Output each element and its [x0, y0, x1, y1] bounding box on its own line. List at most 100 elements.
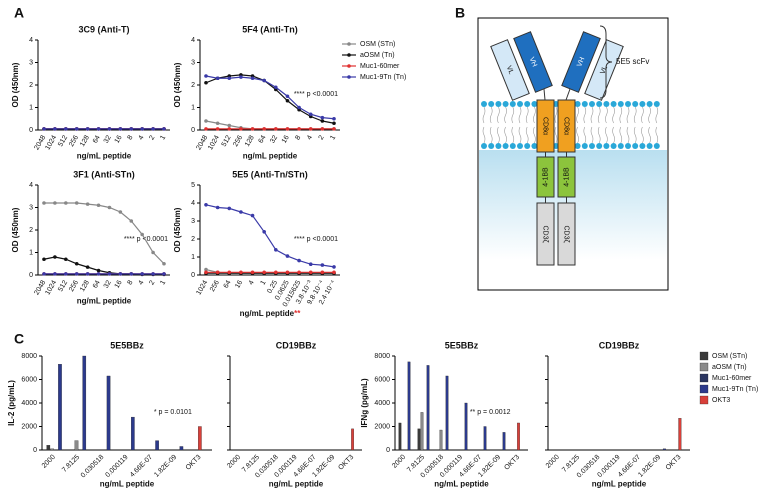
x-axis-label: ng/mL peptide: [100, 479, 155, 488]
x-tick-label: 32: [103, 134, 113, 144]
lipid-head: [632, 143, 639, 149]
legend-swatch: [699, 384, 709, 394]
lipid-head: [509, 101, 516, 107]
x-axis-label: ng/mL peptide: [592, 479, 647, 488]
data-point: [53, 272, 57, 276]
x-tick-label: 0.000119: [104, 454, 129, 479]
y-tick-label: 6000: [21, 376, 37, 383]
x-tick-label: 1.82E-09: [153, 454, 178, 479]
panel-label: A: [14, 5, 24, 21]
data-point: [64, 127, 68, 131]
data-point: [227, 76, 232, 81]
x-tick-label: OKT3: [337, 454, 355, 472]
legend-label: Muc1-9Tn (Tn): [712, 386, 758, 393]
data-point: [151, 272, 155, 276]
x-tick-label: 8: [127, 279, 135, 286]
bar: [678, 418, 682, 451]
lipid-head: [502, 101, 509, 107]
x-tick-label: 256: [209, 279, 221, 293]
data-point: [227, 123, 232, 128]
x-axis-label-mark: **: [294, 309, 301, 318]
lipid-head: [574, 101, 581, 107]
x-tick-label: OKT3: [665, 454, 683, 472]
data-point: [227, 270, 232, 275]
data-point: [332, 121, 336, 126]
data-point: [96, 272, 101, 276]
lipid-head: [481, 143, 487, 149]
y-tick-label: 4000: [374, 400, 390, 407]
x-axis-label-text: ng/mL peptide: [77, 152, 132, 161]
x-tick-label: 4: [137, 279, 145, 286]
x-tick-label: OKT3: [185, 454, 203, 472]
data-point: [320, 270, 325, 275]
data-point: [320, 263, 325, 267]
x-tick-label: 128: [244, 134, 256, 148]
y-axis-label: IL-2 (pg/mL): [7, 380, 16, 426]
data-point: [64, 257, 68, 262]
data-point: [239, 75, 243, 79]
x-axis-label-text: ng/mL peptide: [243, 152, 298, 161]
y-tick-label: 0: [386, 447, 390, 454]
vh-label: VH: [576, 56, 586, 68]
lipid-tail: [554, 106, 558, 144]
x-tick-label: 512: [221, 134, 233, 148]
hinge: [565, 88, 571, 101]
chart-title: 5F4 (Anti-Tn): [242, 24, 298, 34]
lipid-head: [524, 143, 531, 149]
data-point: [297, 270, 301, 275]
data-point: [140, 232, 144, 237]
x-tick-label: 2000: [41, 454, 57, 470]
y-axis-label: IFNg (pg/mL): [360, 378, 369, 428]
legend-swatch: [699, 351, 709, 361]
lipid-tail: [612, 106, 615, 144]
bar: [351, 428, 354, 451]
lipid-head: [632, 101, 639, 107]
bar: [445, 375, 449, 451]
data-point: [42, 272, 46, 276]
data-point: [85, 202, 90, 206]
data-point: [250, 127, 255, 131]
data-point: [285, 270, 290, 275]
data-point: [308, 112, 313, 117]
bar: [82, 355, 87, 451]
legend-label: OSM (STn): [360, 41, 395, 48]
y-tick-label: 3: [29, 59, 33, 66]
lipid-head: [502, 143, 509, 149]
scfv-label: 5E5 scFv: [616, 57, 649, 66]
lipid-head: [495, 143, 502, 149]
x-tick-label: 64: [92, 279, 102, 289]
y-axis-label: OD (450nm): [173, 207, 182, 252]
data-point: [285, 98, 290, 103]
data-point: [332, 270, 336, 275]
x-tick-label: 4: [248, 279, 256, 286]
bar: [74, 440, 79, 451]
data-point: [274, 127, 278, 131]
data-point: [262, 230, 266, 234]
y-tick-label: 1: [29, 249, 33, 256]
bar: [407, 361, 411, 451]
lipid-tail: [576, 106, 579, 144]
legend-swatch: [699, 395, 709, 405]
data-point: [262, 127, 266, 131]
data-point: [297, 127, 301, 131]
legend-marker: [347, 75, 351, 79]
panel-label: C: [14, 331, 24, 347]
data-point: [204, 80, 208, 85]
lipid-tail: [504, 106, 507, 144]
x-axis-label-text: ng/mL peptide: [77, 297, 132, 306]
lipid-head: [581, 143, 588, 149]
x-tick-label: 512: [57, 279, 69, 293]
bar: [426, 365, 430, 451]
vl-label: VL: [599, 65, 609, 76]
x-axis-label-text: ng/mL peptide: [434, 479, 489, 488]
hinge: [543, 88, 546, 101]
data-point: [42, 257, 46, 262]
lipid-head: [646, 101, 653, 107]
annotation: * p = 0.0101: [154, 409, 192, 416]
x-tick-label: 64: [258, 134, 268, 144]
lipid-head: [488, 143, 495, 149]
lipid-tail: [511, 106, 515, 144]
data-point: [107, 205, 112, 210]
x-tick-label: 4.66E-07: [129, 454, 154, 479]
legend-swatch: [699, 373, 709, 383]
